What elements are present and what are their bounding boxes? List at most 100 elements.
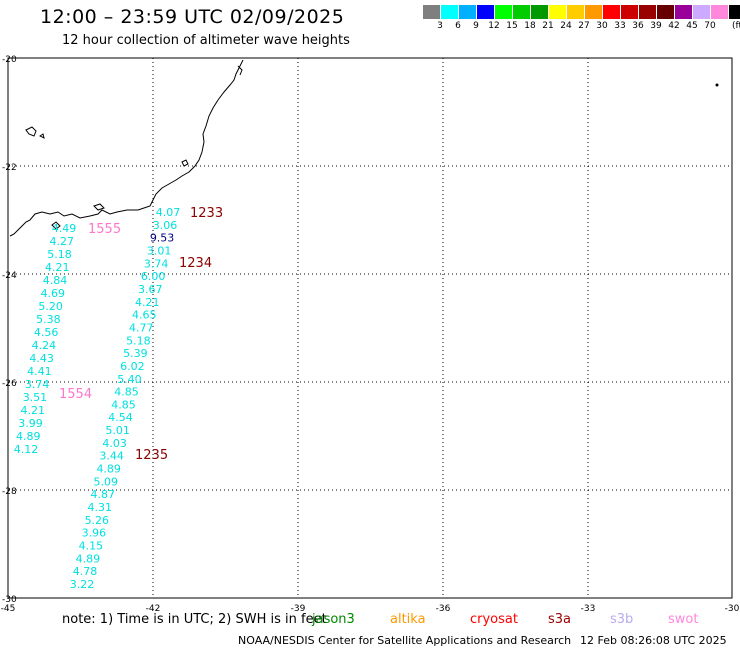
legend-swatch	[440, 5, 458, 19]
island-sao-sebastiao	[51, 221, 61, 230]
track-2-wave-height: 5.09	[93, 475, 118, 488]
track-1-wave-height: 4.41	[27, 365, 52, 378]
generated-timestamp: 12 Feb 08:26:08 UTC 2025	[580, 634, 727, 647]
pass-time-label: 1233	[190, 206, 223, 221]
legend-swatch	[602, 5, 620, 19]
legend-swatch	[692, 5, 710, 19]
legend-swatch	[458, 5, 476, 19]
lat-tick-label: -26	[2, 379, 17, 389]
legend-swatch	[566, 5, 584, 19]
legend-swatch	[530, 5, 548, 19]
island-small-1	[181, 159, 189, 167]
track-1-wave-height: 4.24	[32, 339, 57, 352]
track-1-wave-height: 4.21	[20, 404, 45, 417]
legend-unit: (ft)	[732, 21, 740, 31]
track-2-wave-height: 6.02	[120, 360, 145, 373]
legend-label: 27	[578, 21, 590, 31]
legend-label: 3	[437, 21, 443, 31]
altimeter-tracks: 4.494.275.184.214.844.695.205.384.564.24…	[14, 206, 181, 591]
track-2-wave-height: 3.96	[82, 527, 107, 540]
track-2-wave-height: 3.44	[99, 450, 124, 463]
pass-time-labels: 1233 1555 1234 1554 1235	[59, 206, 223, 463]
track-2-wave-height: 5.01	[105, 424, 130, 437]
track-2-wave-height: 4.85	[114, 386, 139, 399]
track-2-wave-height: 9.53	[150, 232, 175, 245]
satellite-label-s3b: s3b	[610, 612, 634, 627]
track-2-wave-height: 3.06	[153, 219, 178, 232]
track-2-wave-height: 4.89	[76, 552, 101, 565]
lat-tick-label: -28	[2, 487, 17, 497]
track-1-wave-height: 4.21	[45, 261, 70, 274]
track-2-wave-height: 4.85	[111, 398, 136, 411]
coastline-path	[9, 59, 244, 237]
legend-swatch	[656, 5, 674, 19]
track-1-wave-height: 5.38	[36, 313, 61, 326]
track-2-wave-height: 4.07	[156, 206, 181, 219]
track-1-wave-height: 4.12	[14, 443, 39, 456]
track-1-wave-height: 3.51	[23, 391, 48, 404]
track-2-wave-height: 4.78	[73, 565, 98, 578]
footer-note: note: 1) Time is in UTC; 2) SWH is in fe…	[62, 612, 327, 627]
track-2-wave-height: 4.87	[91, 488, 116, 501]
track-2-wave-height: 4.31	[88, 501, 113, 514]
track-2-wave-height: 5.39	[123, 347, 148, 360]
track-2-wave-height: 6.00	[141, 270, 166, 283]
track-2-wave-height: 4.65	[132, 309, 157, 322]
legend-label: 39	[650, 21, 662, 31]
track-2-wave-height: 3.67	[138, 283, 163, 296]
page-subtitle: 12 hour collection of altimeter wave hei…	[62, 33, 350, 48]
track-2-wave-height: 3.01	[147, 244, 172, 257]
track-2-wave-height: 3.74	[144, 257, 169, 270]
legend-swatch	[476, 5, 494, 19]
legend-label: 15	[506, 21, 518, 31]
track-2-wave-height: 4.21	[135, 296, 160, 309]
track-1-wave-height: 4.27	[50, 235, 75, 248]
pass-time-label: 1555	[88, 222, 121, 237]
track-2-wave-height: 4.15	[79, 540, 104, 553]
legend-label: 33	[614, 21, 626, 31]
lon-tick-label: -33	[581, 604, 596, 614]
legend-label: 12	[488, 21, 500, 31]
track-1-wave-height: 3.99	[18, 417, 43, 430]
island-small-3	[93, 203, 105, 211]
map-grid: -20-22-24-26-28-30-45 -42 -39 -36 -33 -30	[1, 55, 740, 614]
legend-label: 45	[686, 21, 698, 31]
track-2-wave-height: 3.22	[70, 578, 95, 591]
lat-tick-label: -20	[2, 55, 17, 65]
island-trindade	[715, 83, 719, 87]
satellite-label-swot: swot	[668, 612, 699, 627]
legend-label: 42	[668, 21, 680, 31]
pass-time-label: 1554	[59, 387, 92, 402]
track-2-wave-height: 4.89	[96, 463, 121, 476]
legend-swatch	[620, 5, 638, 19]
track-1-wave-height: 5.20	[38, 300, 63, 313]
track-2-wave-height: 4.03	[102, 437, 127, 450]
lon-tick-label: -45	[1, 604, 16, 614]
legend-swatch	[512, 5, 530, 19]
track-2-wave-height: 5.18	[126, 334, 151, 347]
legend-label: 24	[560, 21, 572, 31]
track-1-wave-height: 4.89	[16, 430, 41, 443]
track-1-wave-height: 4.49	[52, 222, 77, 235]
track-2-wave-height: 5.40	[117, 373, 142, 386]
legend-swatch	[638, 5, 656, 19]
legend-label: 9	[473, 21, 479, 31]
legend-label: 6	[455, 21, 461, 31]
lat-tick-label: -22	[2, 163, 17, 173]
satellite-label-cryosat: cryosat	[470, 612, 518, 627]
track-1-wave-height: 3.74	[25, 378, 50, 391]
legend-label: 21	[542, 21, 554, 31]
legend-swatch	[494, 5, 512, 19]
pass-time-label: 1234	[179, 256, 212, 271]
track-1-wave-height: 4.43	[29, 352, 54, 365]
lon-tick-label: -39	[291, 604, 306, 614]
legend-swatch	[584, 5, 602, 19]
track-2-wave-height: 5.26	[85, 514, 110, 527]
lat-tick-label: -24	[2, 271, 17, 281]
legend-label: 36	[632, 21, 644, 31]
legend-label: 30	[596, 21, 608, 31]
